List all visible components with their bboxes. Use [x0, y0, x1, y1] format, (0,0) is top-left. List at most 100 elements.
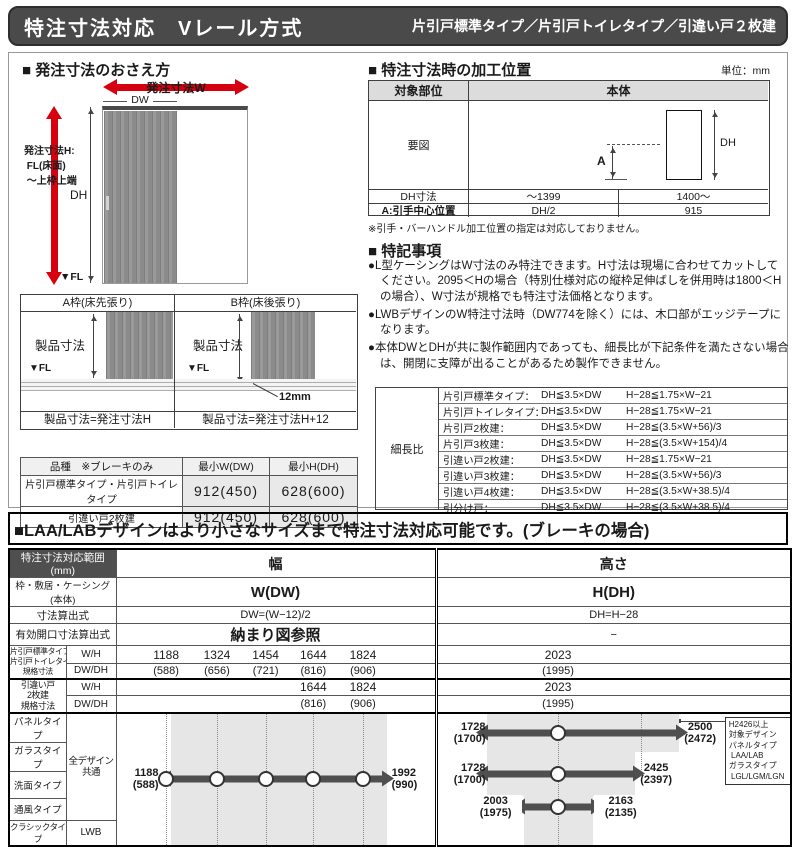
std1-w1: 1188 — [153, 647, 179, 662]
std1-w2: 1324 — [203, 647, 231, 662]
range-formula-w: DW=(W−12)/2 — [115, 606, 437, 624]
std1-dwdh-row: DW/DH (588) (656) (721) (816) (906) (199… — [9, 663, 792, 679]
slender-row: 片引戸トイレタイプ： DH≦3.5×DW H−28≦1.75×W−21 — [439, 404, 787, 420]
range-opening-label: 有効開口寸法算出式 — [8, 623, 117, 646]
height-size-mark — [550, 724, 567, 741]
min-item-2: 引違い戸2枚建 — [20, 506, 183, 528]
std1-dw5: (906) — [350, 664, 376, 677]
order-height-label: 発注寸法H: FL(床面) ～上枠上端 — [24, 146, 77, 187]
range-formula-label: 寸法算出式 — [8, 606, 117, 624]
proc-a-label: A — [597, 154, 606, 168]
std1-w5: 1824 — [349, 647, 377, 662]
height-size-mark — [550, 765, 567, 782]
std2-dh: (1995) — [542, 698, 574, 711]
slender-name: 引違い戸2枚建： — [443, 456, 520, 467]
min-col-w: 最小W(DW) — [182, 457, 270, 476]
std1-wh-values: 1188 1324 1454 1644 1824 — [115, 645, 437, 664]
slender-f1: DH≦3.5×DW — [541, 470, 602, 481]
frame-a-fl: ▼FL — [29, 363, 52, 374]
std1-h: 2023 — [544, 647, 572, 662]
slender-f2: H−28≦(3.5×W+154)/4 — [626, 438, 728, 449]
height-r2-max: 2425 (2397) — [640, 761, 672, 786]
std2-h-dwdh: (1995) — [434, 695, 792, 714]
type-washroom: 洗面タイプ — [8, 770, 67, 799]
height-r2-min: 1728 (1700) — [453, 761, 486, 786]
slender-rows: 片引戸標準タイプ： DH≦3.5×DW H−28≦1.75×W−21 片引戸トイレタ… — [439, 388, 787, 515]
std2-wh-values: 1644 1824 — [115, 677, 437, 697]
min-col-h: 最小H(DH) — [269, 457, 358, 476]
std2-w5: 1824 — [349, 680, 377, 695]
note-bullet-2: ●LWBデザインのW特注寸法時（DW774を除く）には、木口部がエッジテープにな… — [368, 308, 782, 337]
slender-name: 片引戸標準タイプ： — [443, 392, 535, 403]
std1-wh-label: W/H — [65, 645, 117, 664]
height-gridline-2 — [641, 714, 643, 770]
frame-a-door — [106, 312, 173, 379]
type-row-glass: ガラスタイプ — [8, 741, 791, 772]
slender-f1: DH≦3.5×DW — [541, 390, 602, 401]
slender-row: 片引戸標準タイプ： DH≦3.5×DW H−28≦1.75×W−21 — [439, 388, 787, 404]
dh-label: DH — [70, 188, 88, 202]
slender-name: 引違い戸4枚建： — [443, 488, 520, 499]
processing-table: 対象部位 本体 要図 DH A DH寸法 ～1399 1400～ A:引手中心位… — [368, 80, 770, 217]
std2-h-wh: 2023 — [434, 677, 792, 697]
proc-row2-v2: 915 — [618, 203, 768, 217]
height-r3-max: 2163 (2135) — [594, 794, 648, 819]
range-header-row: 特注寸法対応範囲(mm) 幅 高さ — [8, 548, 792, 578]
slender-f1: DH≦3.5×DW — [541, 454, 602, 465]
range-col-width: 幅 — [115, 548, 437, 578]
std1-dh: (1995) — [542, 664, 574, 677]
unit-label: 単位：mm — [721, 65, 770, 77]
std1-dwdh-label: DW/DH — [65, 663, 117, 679]
slender-row: 引分け戸： DH≦3.5×DW H−28≦(3.5×W+38.5)/4 — [439, 500, 787, 515]
proc-a-dim — [610, 146, 616, 179]
proc-handle-dashline — [607, 144, 660, 145]
slender-f1: DH≦3.5×DW — [541, 406, 602, 417]
door-type-list: 片引戸標準タイプ／片引戸トイレタイプ／引違い戸２枚建 — [412, 18, 776, 34]
slender-name: 引違い戸3枚建： — [443, 472, 520, 483]
lwb-cell: LWB — [65, 819, 117, 847]
height-range-arrow-1 — [475, 724, 689, 741]
min-col-item: 品種 ※ブレーキのみ — [20, 457, 183, 476]
range-body-h: H(DH) — [434, 577, 792, 607]
proc-col-body: 本体 — [469, 81, 768, 101]
std1-wh-row: 片引戸標準タイプ 片引戸トイレタイプ 規格寸法 W/H 1188 1324 14… — [8, 645, 792, 679]
dw-label-wrap: DW — [103, 94, 177, 106]
width-range-arrow — [158, 770, 395, 787]
slender-f1: DH≦3.5×DW — [541, 422, 602, 433]
range-opening-row: 有効開口寸法算出式 納まり図参照 − — [8, 623, 792, 646]
gap-12mm-label: 12mm — [279, 391, 311, 403]
proc-bottom-tick — [605, 179, 627, 180]
std2-dw4: (816) — [300, 698, 327, 711]
type-glass: ガラスタイプ — [8, 741, 67, 772]
content-box — [8, 52, 788, 508]
width-chart-canvas: 1188 (588) 1992 (990) — [117, 714, 435, 845]
min-h-1: 628(600) — [269, 475, 358, 507]
door-handle-mark — [106, 196, 109, 210]
height-callout: H2426以上 対象デザイン パネルタイプ LAA/LAB ガラスタイプ LGL… — [724, 716, 790, 786]
std2-dwdh-label: DW/DH — [65, 695, 117, 714]
std1-dw3: (721) — [252, 664, 279, 677]
width-range-chart: 1188 (588) 1992 (990) — [115, 711, 437, 847]
std2-dwdh-values: (816) (906) — [115, 695, 437, 714]
order-width-label: 発注寸法W — [146, 81, 206, 95]
width-size-mark — [208, 771, 225, 788]
min-item-1: 片引戸標準タイプ・片引戸トイレタイプ — [20, 475, 183, 507]
floor-band — [21, 379, 356, 391]
min-size-header-row: 品種 ※ブレーキのみ 最小W(DW) 最小H(DH) — [20, 457, 358, 476]
callout-leader — [678, 720, 725, 722]
std2-dwdh-row: DW/DH (816) (906) (1995) — [9, 695, 792, 714]
frame-b-title: B枠(床後張り) — [174, 295, 356, 312]
laa-note-text: ■LAA/LABデザインはより小さなサイズまで特注寸法対応可能です。(ブレーキの… — [14, 521, 650, 540]
std2-w4: 1644 — [299, 680, 327, 695]
slender-name: 片引戸トイレタイプ： — [443, 408, 545, 419]
type-row-panel: パネルタイプ 全デザイン 共通 1188 (588) 1992 (990) — [8, 711, 792, 847]
std1-h-wh: 2023 — [434, 645, 792, 664]
slender-row: 片引戸2枚建： DH≦3.5×DW H−28≦(3.5×W+56)/3 — [439, 420, 787, 436]
slender-name: 引分け戸： — [443, 504, 494, 515]
ab-frame-box: A枠(床先張り) B枠(床後張り) 製品寸法 ▼FL 製品寸法 ▼FL 12mm… — [20, 294, 358, 430]
frame-b-product-label: 製品寸法 — [193, 339, 244, 353]
range-opening-w: 納まり図参照 — [115, 623, 437, 646]
slender-row: 片引戸3枚建： DH≦3.5×DW H−28≦(3.5×W+154)/4 — [439, 436, 787, 452]
notes-list: ●L型ケーシングはW寸法のみ特注できます。H寸法は現場に合わせてカットしてくださ… — [368, 259, 789, 375]
std2-wh-label: W/H — [65, 677, 117, 697]
